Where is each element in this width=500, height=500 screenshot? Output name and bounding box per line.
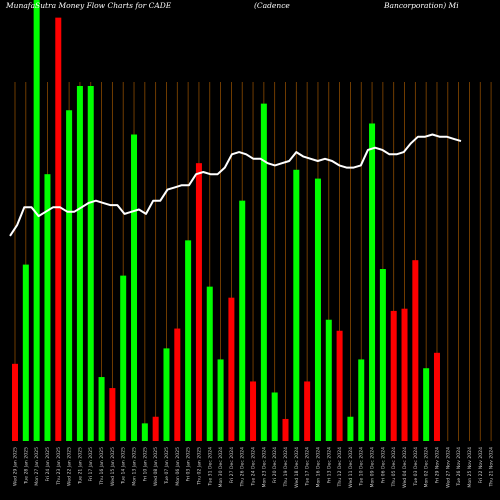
x-tick-label: Mon 09 Dec 2024 [370,447,376,488]
x-tick-label: Fri 06 Dec 2024 [380,447,386,483]
bar [250,381,257,441]
bar [44,174,51,441]
bar [174,328,181,441]
x-tick-label: Fri 13 Dec 2024 [326,447,332,483]
x-tick-label: Fri 22 Nov 2024 [478,447,484,483]
x-tick-label: Thu 12 Dec 2024 [337,447,343,488]
x-tick-label: Wed 18 Dec 2024 [294,447,300,488]
x-tick-label: Fri 29 Nov 2024 [434,447,440,483]
bar [163,348,170,441]
x-tick-label: Thu 02 Jan 2025 [196,447,202,486]
bar [141,423,148,441]
x-tick-label: Tue 07 Jan 2025 [164,447,170,485]
x-tick-label: Wed 15 Jan 2025 [110,447,116,486]
x-tick-label: Mon 06 Jan 2025 [175,447,181,486]
x-tick-label: Tue 14 Jan 2025 [121,447,127,485]
x-tick-label: Wed 04 Dec 2024 [402,447,408,488]
x-tick-label: Wed 29 Jan 2025 [13,447,19,486]
bar [271,392,278,441]
chart-title-part-1: MunafaSutra Money Flow Charts for CADE [5,1,172,10]
x-tick-label: Thu 16 Jan 2025 [99,447,105,486]
chart-title-part-3: Bancorporation) Mi [383,1,459,10]
x-tick-label: Wed 11 Dec 2024 [348,447,354,488]
bar [379,269,386,441]
bar [293,169,300,441]
chart-title-part-2: (Cadence [254,1,290,10]
x-tick-label: Fri 17 Jan 2025 [88,447,94,482]
bar [33,0,40,441]
x-tick-label: Mon 25 Nov 2024 [467,447,473,488]
bar [433,352,440,441]
x-tick-label: Mon 16 Dec 2024 [315,447,321,488]
x-tick-label: Tue 03 Dec 2024 [413,447,419,487]
bar [423,368,430,441]
bar [325,319,332,441]
x-tick-label: Tue 21 Jan 2025 [77,447,83,485]
money-flow-line [9,133,462,237]
x-tick-labels: Wed 29 Jan 2025 Tue 28 Jan 2025 Mon 27 Jan… [13,447,500,488]
bar [87,85,94,442]
x-tick-label: Tue 10 Dec 2024 [359,447,365,487]
bar [12,363,18,441]
bar [347,416,354,441]
x-tick-label: Fri 20 Dec 2024 [272,447,278,483]
bar [260,103,267,441]
x-tick-label: Thu 21 Nov 2024 [489,447,495,488]
bar [109,388,116,441]
x-tick-label: Mon 13 Jan 2025 [132,447,138,486]
bar [336,330,343,441]
bar [217,359,224,441]
x-tick-label: Fri 10 Jan 2025 [142,447,148,482]
x-tick-label: Tue 28 Jan 2025 [23,447,29,485]
bar [131,134,138,441]
x-tick-label: Fri 03 Jan 2025 [186,447,192,482]
x-tick-label: Wed 27 Nov 2024 [445,447,451,488]
bar [228,297,235,441]
bar [98,377,105,441]
bar [358,359,365,441]
x-tick-label: Mon 02 Dec 2024 [424,447,430,488]
x-tick-label: Tue 31 Dec 2024 [207,447,213,487]
bar [239,200,246,441]
x-tick-label: Tue 24 Dec 2024 [251,447,257,487]
bar [206,286,213,441]
x-tick-label: Fri 24 Jan 2025 [45,447,51,482]
bar [22,264,29,441]
x-tick-label: Mon 23 Dec 2024 [261,447,267,488]
x-tick-label: Mon 30 Dec 2024 [218,447,224,488]
x-tick-label: Wed 08 Jan 2025 [153,447,159,486]
bar [195,163,202,442]
bar [120,275,127,441]
bars [12,0,440,442]
bar [66,110,73,441]
bar [185,240,192,441]
bar [304,381,311,441]
x-tick-label: Thu 19 Dec 2024 [283,447,289,488]
x-tick-label: Thu 26 Dec 2024 [240,447,246,488]
x-tick-label: Tue 26 Nov 2024 [456,447,462,487]
bar [412,260,419,441]
bar [152,416,159,441]
bar [314,178,321,442]
bar [76,85,83,442]
bar [369,123,376,441]
bar [282,418,289,441]
bar [55,17,62,441]
x-tick-label: Fri 27 Dec 2024 [229,447,235,483]
x-tick-label: Thu 05 Dec 2024 [391,447,397,488]
x-tick-label: Tue 17 Dec 2024 [305,447,311,487]
x-tick-label: Thu 23 Jan 2025 [56,447,62,486]
bar [401,308,408,441]
x-tick-label: Mon 27 Jan 2025 [34,447,40,486]
bar [390,310,397,441]
x-tick-label: Wed 22 Jan 2025 [67,447,73,486]
